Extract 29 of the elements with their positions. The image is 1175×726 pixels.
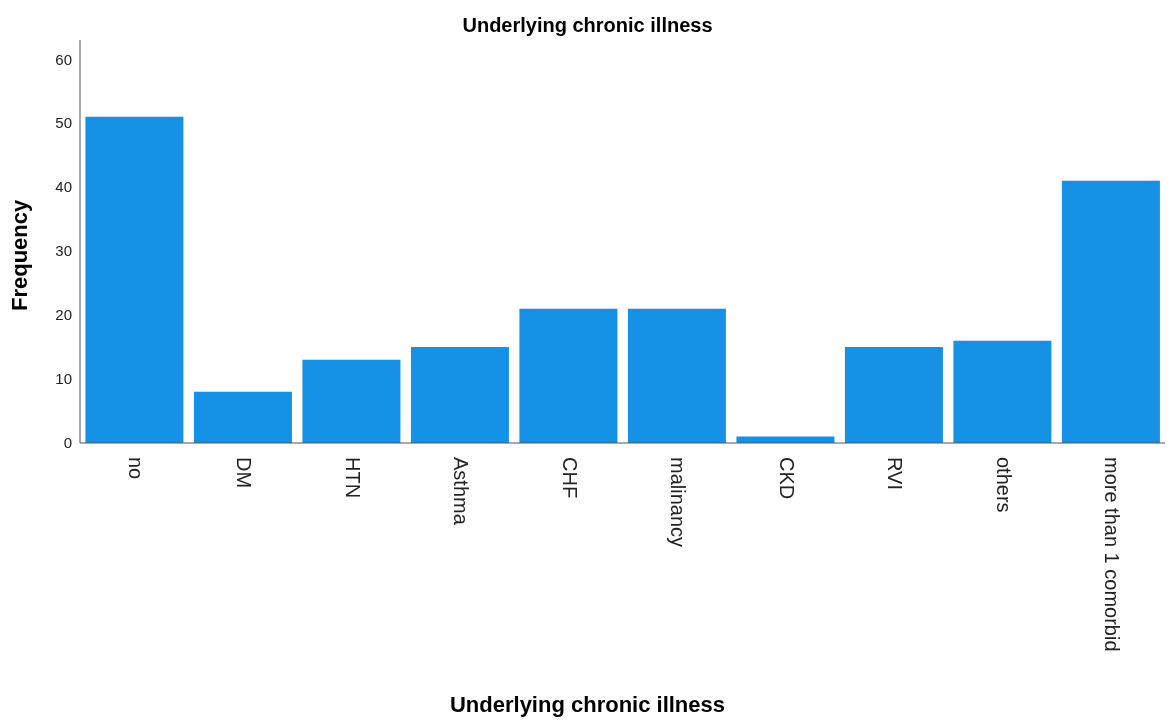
x-tick-label: RVI (884, 457, 907, 490)
x-tick-label: others (992, 457, 1015, 513)
y-tick-label: 30 (55, 242, 72, 260)
bar (519, 308, 618, 443)
chart-title: Underlying chronic illness (461, 14, 714, 37)
bar (627, 308, 726, 443)
x-tick-label: DM (233, 457, 256, 489)
bar (953, 340, 1052, 443)
bar (302, 359, 401, 443)
y-tick-label: 10 (55, 370, 72, 388)
x-tick-label: CHF (558, 457, 581, 499)
x-tick-label: malinancy (667, 457, 690, 548)
x-tick-label: more than 1 comorbid (1101, 457, 1124, 652)
y-tick-label: 0 (63, 434, 72, 452)
y-tick-label: 40 (55, 178, 72, 196)
y-axis-title: Frequency (7, 199, 33, 311)
y-tick-label: 50 (55, 114, 72, 132)
bar (844, 347, 943, 443)
y-tick-label: 20 (55, 306, 72, 324)
x-tick-label: HTN (341, 457, 364, 499)
x-tick-label: Asthma (450, 457, 473, 526)
bar (1061, 180, 1160, 443)
x-axis-title: Underlying chronic illness (448, 692, 727, 718)
y-tick-label: 60 (55, 50, 72, 68)
bar (85, 116, 184, 443)
x-tick-label: CKD (775, 457, 798, 500)
bar (193, 391, 292, 443)
bar (410, 347, 509, 443)
x-tick-label: no (124, 457, 147, 480)
